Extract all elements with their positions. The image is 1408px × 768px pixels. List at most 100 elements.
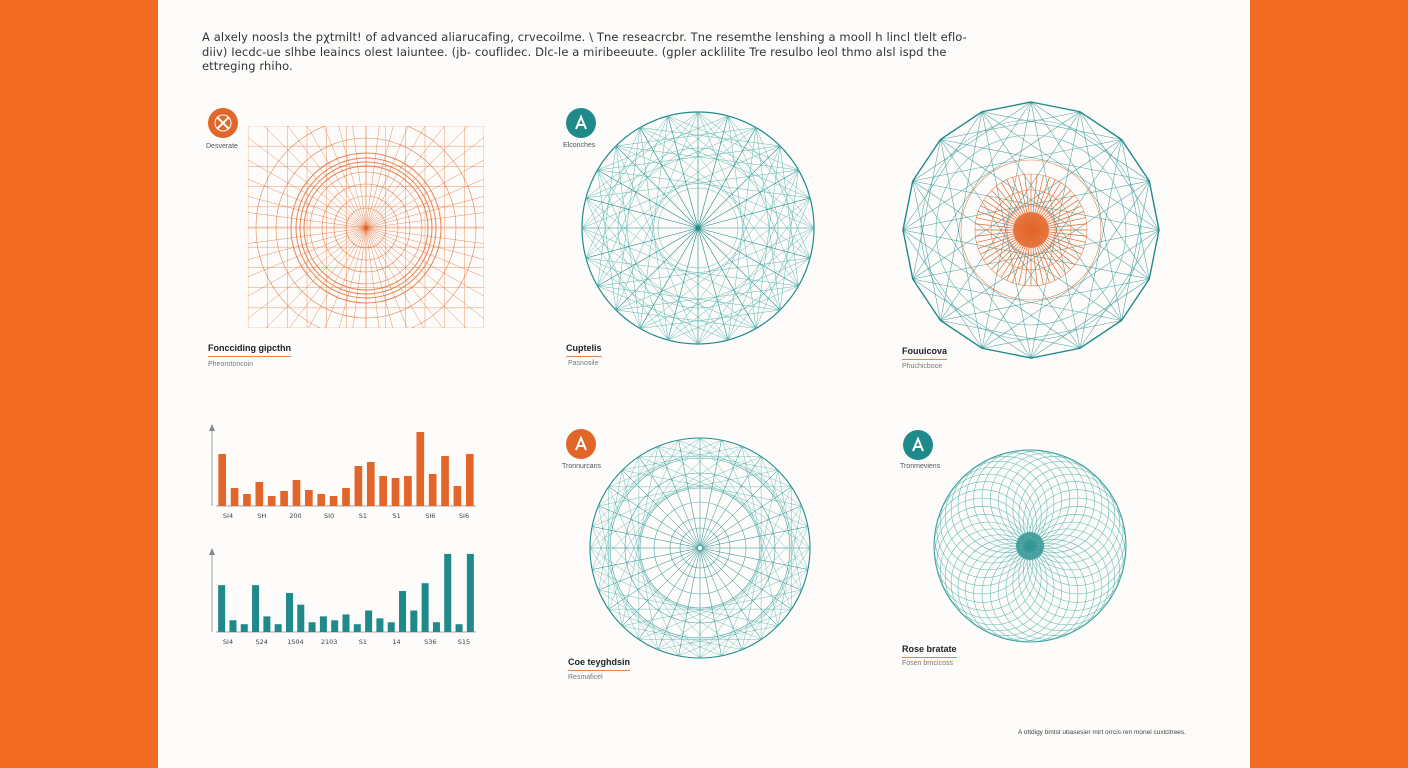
spoke — [622, 470, 701, 549]
rose-loop — [998, 452, 1095, 550]
chord — [615, 111, 699, 311]
paper-sheet: A alxely nooslз the pχtmilt! of advanced… — [158, 0, 1250, 768]
bar — [354, 466, 363, 506]
ring — [275, 137, 457, 319]
chord — [615, 127, 757, 147]
rose-loop — [1018, 466, 1116, 564]
panel-1-subcaption: Pheorotoncoin — [208, 361, 254, 368]
spoke — [592, 526, 701, 549]
ray — [365, 126, 426, 229]
bar — [376, 618, 384, 632]
ray — [365, 126, 394, 229]
bar — [353, 624, 361, 632]
spoke — [697, 115, 729, 229]
spoke — [697, 127, 757, 229]
bar — [441, 456, 449, 506]
spoke — [638, 456, 701, 549]
chord — [615, 145, 815, 229]
chord — [585, 257, 799, 287]
x-tick-label: S15 — [458, 638, 470, 646]
chord — [639, 127, 669, 341]
ray — [365, 178, 484, 229]
panel-2-label: Elconches — [563, 142, 596, 149]
panel-5-badge — [903, 430, 933, 460]
chord — [902, 111, 983, 231]
chord — [779, 145, 799, 287]
spoke — [678, 547, 701, 656]
panel-2-caption: Cuptelis — [566, 343, 602, 357]
letter-a-icon — [566, 108, 596, 138]
ring — [345, 207, 387, 249]
ring — [624, 472, 776, 624]
ring — [653, 501, 747, 595]
chord — [615, 145, 699, 345]
chord — [581, 115, 669, 229]
ray — [365, 227, 484, 244]
chord — [581, 145, 781, 229]
chord — [981, 101, 1032, 349]
spoke — [699, 456, 762, 549]
chord — [755, 197, 811, 329]
spoke — [608, 547, 701, 610]
chord — [697, 257, 811, 345]
bar — [319, 616, 327, 632]
ray — [324, 227, 367, 328]
chord — [1121, 139, 1150, 280]
ray — [352, 126, 367, 229]
chord — [902, 111, 1081, 231]
chord — [727, 115, 815, 229]
chord — [615, 309, 757, 329]
chord — [940, 139, 1081, 349]
x-tick-label: SI0 — [324, 512, 334, 520]
chord — [1079, 229, 1160, 349]
ring — [290, 152, 442, 304]
spoke — [697, 227, 729, 341]
chord — [585, 169, 799, 199]
spoke — [699, 526, 808, 549]
bar — [305, 490, 313, 506]
chord — [667, 115, 799, 287]
x-tick-label: 2103 — [321, 638, 338, 646]
spoke — [697, 197, 811, 229]
chord — [902, 229, 1150, 280]
chord — [1030, 101, 1081, 349]
ring — [309, 171, 423, 285]
spoke — [697, 227, 781, 311]
ray — [263, 126, 367, 229]
chord — [755, 127, 811, 259]
chord — [912, 180, 1160, 231]
ray — [265, 227, 367, 328]
spoke — [657, 446, 701, 549]
chord — [585, 127, 757, 259]
chord — [940, 111, 1081, 321]
ring — [295, 157, 437, 299]
bar — [230, 488, 239, 506]
rose-loop — [1012, 460, 1110, 558]
ring — [299, 161, 433, 295]
chord — [639, 127, 811, 259]
x-tick-label: SI6 — [425, 512, 435, 520]
chord — [981, 111, 1122, 321]
x-tick-label: SH — [257, 512, 266, 520]
ring — [609, 457, 791, 639]
polygon-web-diagram — [902, 101, 1160, 359]
spoke — [699, 505, 802, 549]
bar — [404, 476, 412, 506]
ring — [639, 487, 761, 609]
ray — [248, 212, 367, 229]
bar — [218, 585, 226, 632]
ray — [365, 227, 408, 328]
chord — [585, 197, 757, 329]
panel-3-subcaption: Phuchicboce — [902, 363, 943, 370]
bar — [342, 488, 350, 506]
chord — [940, 139, 1150, 182]
bar — [366, 462, 375, 506]
bar — [379, 476, 387, 506]
ray — [365, 227, 484, 278]
x-tick-label: 1S04 — [287, 638, 304, 646]
chord — [1030, 111, 1081, 359]
panel-1-label: Desverate — [206, 143, 238, 150]
bar — [274, 624, 282, 632]
center-dot — [364, 226, 368, 230]
chord — [779, 169, 799, 311]
